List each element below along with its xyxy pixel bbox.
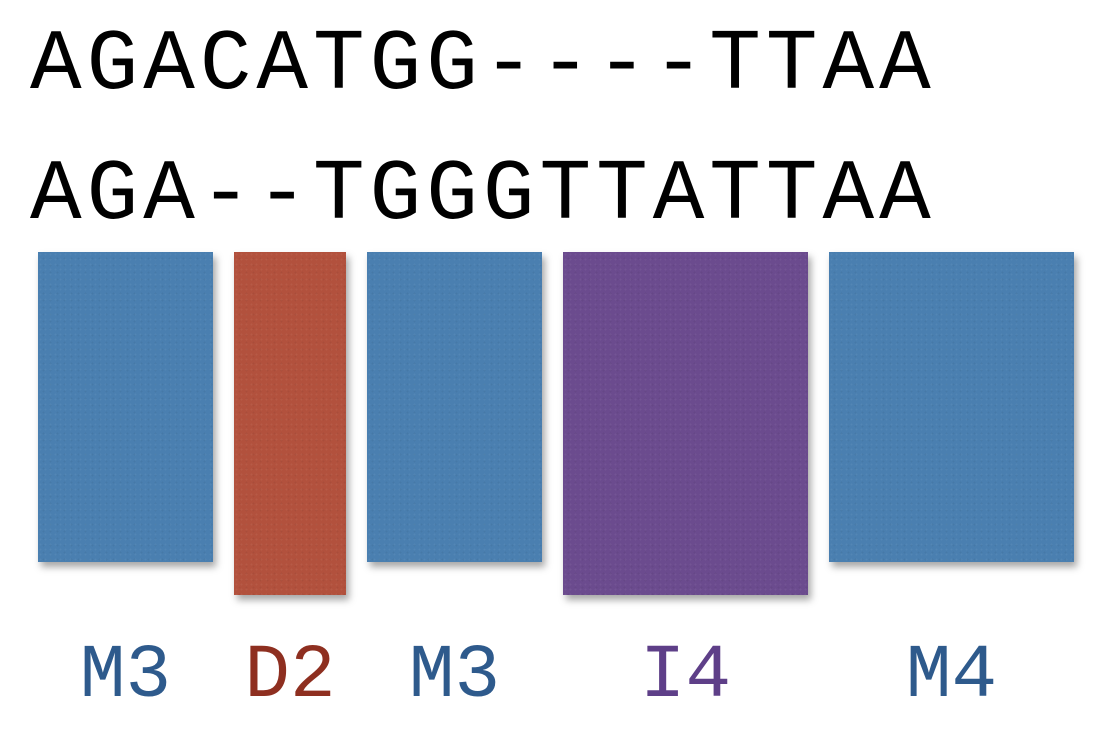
sequence-bottom: AGA--TGGGTTATTAA bbox=[30, 146, 936, 244]
match-label: M4 bbox=[905, 633, 998, 719]
deletion-label: D2 bbox=[244, 633, 336, 719]
insertion-block bbox=[563, 252, 808, 595]
match-label: M3 bbox=[408, 633, 501, 719]
match-label: M3 bbox=[79, 633, 172, 719]
match-block bbox=[367, 252, 542, 562]
deletion-block bbox=[234, 252, 346, 595]
insertion-label: I4 bbox=[639, 633, 732, 719]
match-block bbox=[38, 252, 213, 562]
match-block bbox=[829, 252, 1074, 562]
sequence-top: AGACATGG----TTAA bbox=[30, 16, 936, 114]
